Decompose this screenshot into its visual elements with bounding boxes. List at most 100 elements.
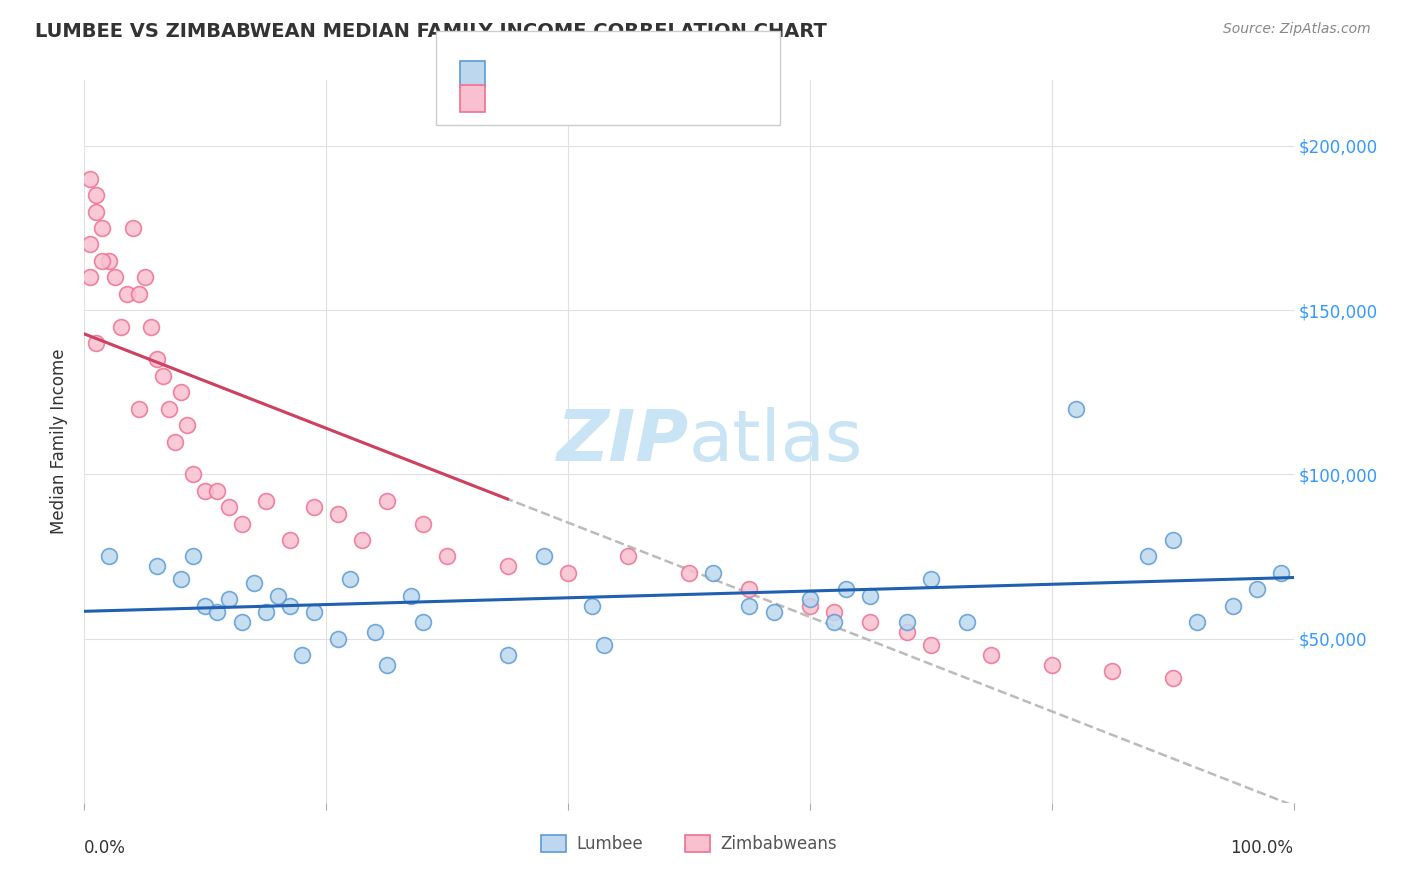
Point — [1101, 665, 1123, 679]
Point — [1137, 549, 1160, 564]
Point — [91, 253, 114, 268]
Point — [375, 657, 398, 672]
Point — [617, 549, 640, 564]
Point — [1246, 582, 1268, 597]
Point — [738, 582, 761, 597]
Point — [86, 336, 108, 351]
Point — [375, 493, 398, 508]
Point — [181, 467, 204, 482]
Point — [181, 549, 204, 564]
Point — [146, 352, 169, 367]
Point — [207, 483, 229, 498]
Point — [1161, 533, 1184, 547]
Point — [110, 319, 132, 334]
Point — [115, 286, 138, 301]
Text: -0.044: -0.044 — [531, 65, 591, 83]
Text: 100.0%: 100.0% — [1230, 838, 1294, 857]
Point — [302, 605, 325, 619]
Point — [436, 549, 458, 564]
Point — [218, 592, 240, 607]
Point — [278, 533, 301, 547]
Point — [207, 605, 229, 619]
Point — [242, 575, 264, 590]
Point — [91, 221, 114, 235]
Point — [412, 615, 434, 630]
Point — [799, 592, 821, 607]
Point — [165, 434, 187, 449]
Point — [363, 625, 385, 640]
Point — [254, 493, 277, 508]
Point — [896, 615, 918, 630]
Point — [152, 368, 174, 383]
Text: ZIP: ZIP — [557, 407, 689, 476]
Point — [79, 237, 101, 252]
Point — [328, 507, 350, 521]
Point — [170, 573, 193, 587]
Point — [134, 270, 156, 285]
Point — [278, 599, 301, 613]
Point — [352, 533, 374, 547]
Point — [328, 632, 350, 646]
Point — [980, 648, 1002, 662]
Point — [157, 401, 180, 416]
Legend: Lumbee, Zimbabweans: Lumbee, Zimbabweans — [534, 828, 844, 860]
Text: LUMBEE VS ZIMBABWEAN MEDIAN FAMILY INCOME CORRELATION CHART: LUMBEE VS ZIMBABWEAN MEDIAN FAMILY INCOM… — [35, 22, 827, 41]
Point — [412, 516, 434, 531]
Point — [97, 253, 120, 268]
Point — [835, 582, 858, 597]
Point — [1161, 671, 1184, 685]
Point — [79, 270, 101, 285]
Point — [920, 638, 942, 652]
Text: N =: N = — [612, 89, 648, 107]
Point — [859, 589, 882, 603]
Text: atlas: atlas — [689, 407, 863, 476]
Point — [254, 605, 277, 619]
Text: 41: 41 — [644, 65, 666, 83]
Point — [291, 648, 314, 662]
Point — [176, 418, 198, 433]
Point — [231, 516, 253, 531]
Point — [339, 573, 361, 587]
Point — [1270, 566, 1292, 580]
Text: 0.0%: 0.0% — [84, 838, 127, 857]
Point — [581, 599, 603, 613]
Text: N =: N = — [612, 65, 648, 83]
Point — [104, 270, 127, 285]
Point — [799, 599, 821, 613]
Point — [86, 204, 108, 219]
Point — [302, 500, 325, 515]
Point — [533, 549, 555, 564]
Point — [146, 559, 169, 574]
Text: R =: R = — [499, 65, 536, 83]
Point — [218, 500, 240, 515]
Point — [762, 605, 785, 619]
Point — [678, 566, 700, 580]
Point — [920, 573, 942, 587]
Text: 50: 50 — [644, 89, 666, 107]
Point — [823, 605, 845, 619]
Point — [170, 385, 193, 400]
Point — [1222, 599, 1244, 613]
Point — [1185, 615, 1208, 630]
Point — [128, 286, 150, 301]
Point — [702, 566, 724, 580]
Text: -0.085: -0.085 — [531, 89, 591, 107]
Point — [496, 559, 519, 574]
Point — [86, 188, 108, 202]
Point — [1064, 401, 1087, 416]
Point — [194, 599, 217, 613]
Point — [1040, 657, 1063, 672]
Point — [593, 638, 616, 652]
Y-axis label: Median Family Income: Median Family Income — [51, 349, 69, 534]
Point — [823, 615, 845, 630]
Point — [79, 171, 101, 186]
Point — [956, 615, 979, 630]
Point — [128, 401, 150, 416]
Point — [267, 589, 290, 603]
Point — [896, 625, 918, 640]
Point — [231, 615, 253, 630]
Point — [97, 549, 120, 564]
Point — [859, 615, 882, 630]
Point — [121, 221, 143, 235]
Point — [194, 483, 217, 498]
